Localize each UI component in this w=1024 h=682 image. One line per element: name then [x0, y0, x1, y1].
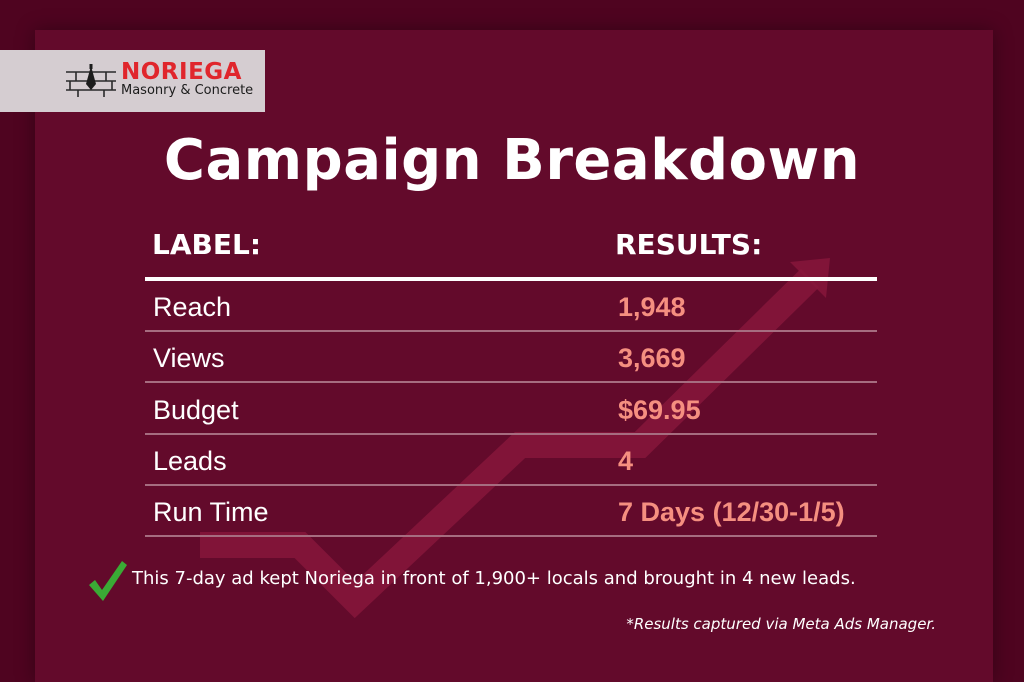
source-footnote: *Results captured via Meta Ads Manager.	[626, 615, 936, 633]
table-row: Budget $69.95	[145, 384, 877, 435]
table-row: Reach 1,948	[145, 281, 877, 332]
row-value: 7 Days (12/30-1/5)	[618, 497, 845, 527]
row-label: Leads	[153, 446, 227, 476]
row-label: Views	[153, 343, 225, 373]
row-label: Run Time	[153, 497, 269, 527]
row-divider	[145, 381, 877, 383]
row-value: 4	[618, 446, 634, 476]
brand-tagline: Masonry & Concrete	[121, 83, 254, 98]
page-title: Campaign Breakdown	[163, 128, 861, 193]
row-label: Budget	[153, 395, 239, 425]
brick-wall-trowel-icon	[66, 64, 116, 97]
green-checkmark-icon	[89, 561, 127, 601]
row-divider	[145, 484, 877, 486]
brand-name: NORIEGA	[121, 59, 242, 85]
label-column-header: LABEL:	[152, 228, 262, 261]
row-label: Reach	[153, 292, 232, 322]
row-divider	[145, 433, 877, 435]
summary-text: This 7-day ad kept Noriega in front of 1…	[132, 568, 856, 589]
header-divider	[145, 277, 877, 281]
table-row: Leads 4	[145, 435, 877, 486]
row-divider	[145, 330, 877, 332]
results-column-header: RESULTS:	[615, 228, 763, 261]
row-value: 3,669	[618, 343, 686, 373]
row-value: $69.95	[618, 395, 701, 425]
row-value: 1,948	[618, 292, 686, 322]
row-divider	[145, 535, 877, 537]
table-row: Run Time 7 Days (12/30-1/5)	[145, 486, 877, 537]
logo-banner	[0, 50, 265, 112]
table-row: Views 3,669	[145, 332, 877, 383]
